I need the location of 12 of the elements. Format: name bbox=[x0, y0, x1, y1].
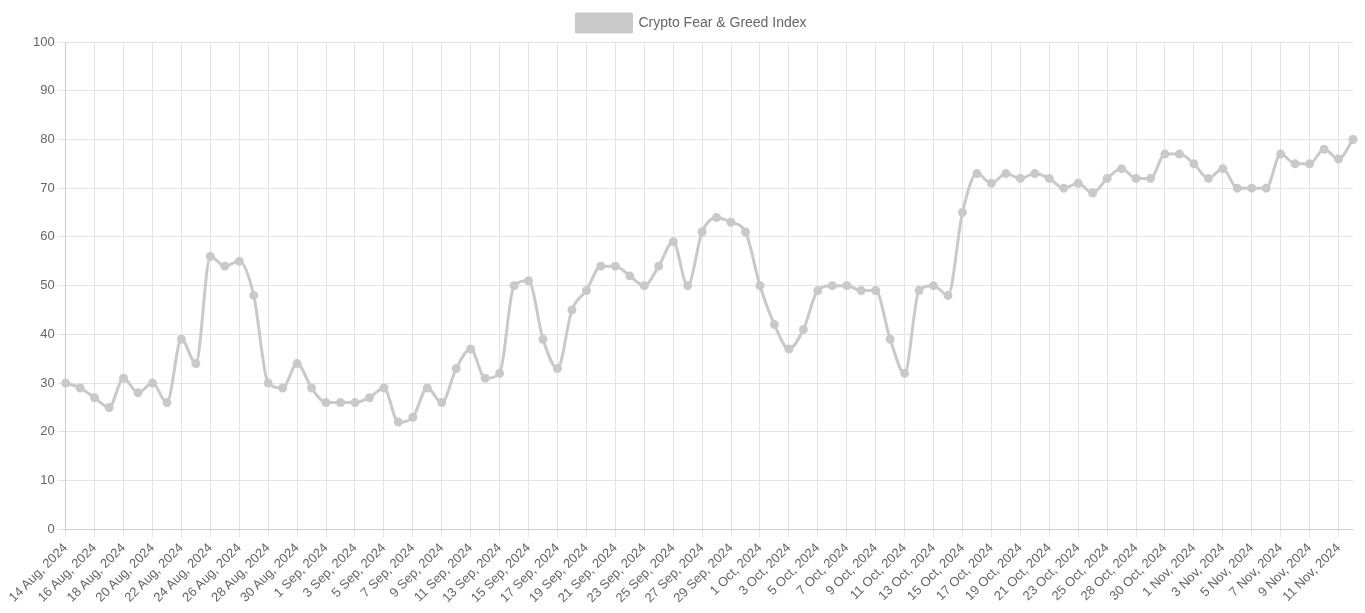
y-tick-label: 70 bbox=[40, 179, 55, 195]
y-tick-label: 100 bbox=[32, 33, 55, 49]
y-tick-label: 90 bbox=[40, 82, 55, 98]
y-tick-label: 30 bbox=[40, 374, 55, 390]
y-tick-label: 0 bbox=[47, 520, 55, 536]
y-tick-label: 60 bbox=[40, 228, 55, 244]
y-tick-label: 80 bbox=[40, 131, 55, 147]
y-tick-label: 50 bbox=[40, 277, 55, 293]
y-tick-label: 40 bbox=[40, 325, 55, 341]
y-tick-label: 20 bbox=[40, 423, 55, 439]
y-tick-label: 10 bbox=[40, 472, 55, 488]
legend-label: Crypto Fear & Greed Index bbox=[638, 13, 807, 30]
